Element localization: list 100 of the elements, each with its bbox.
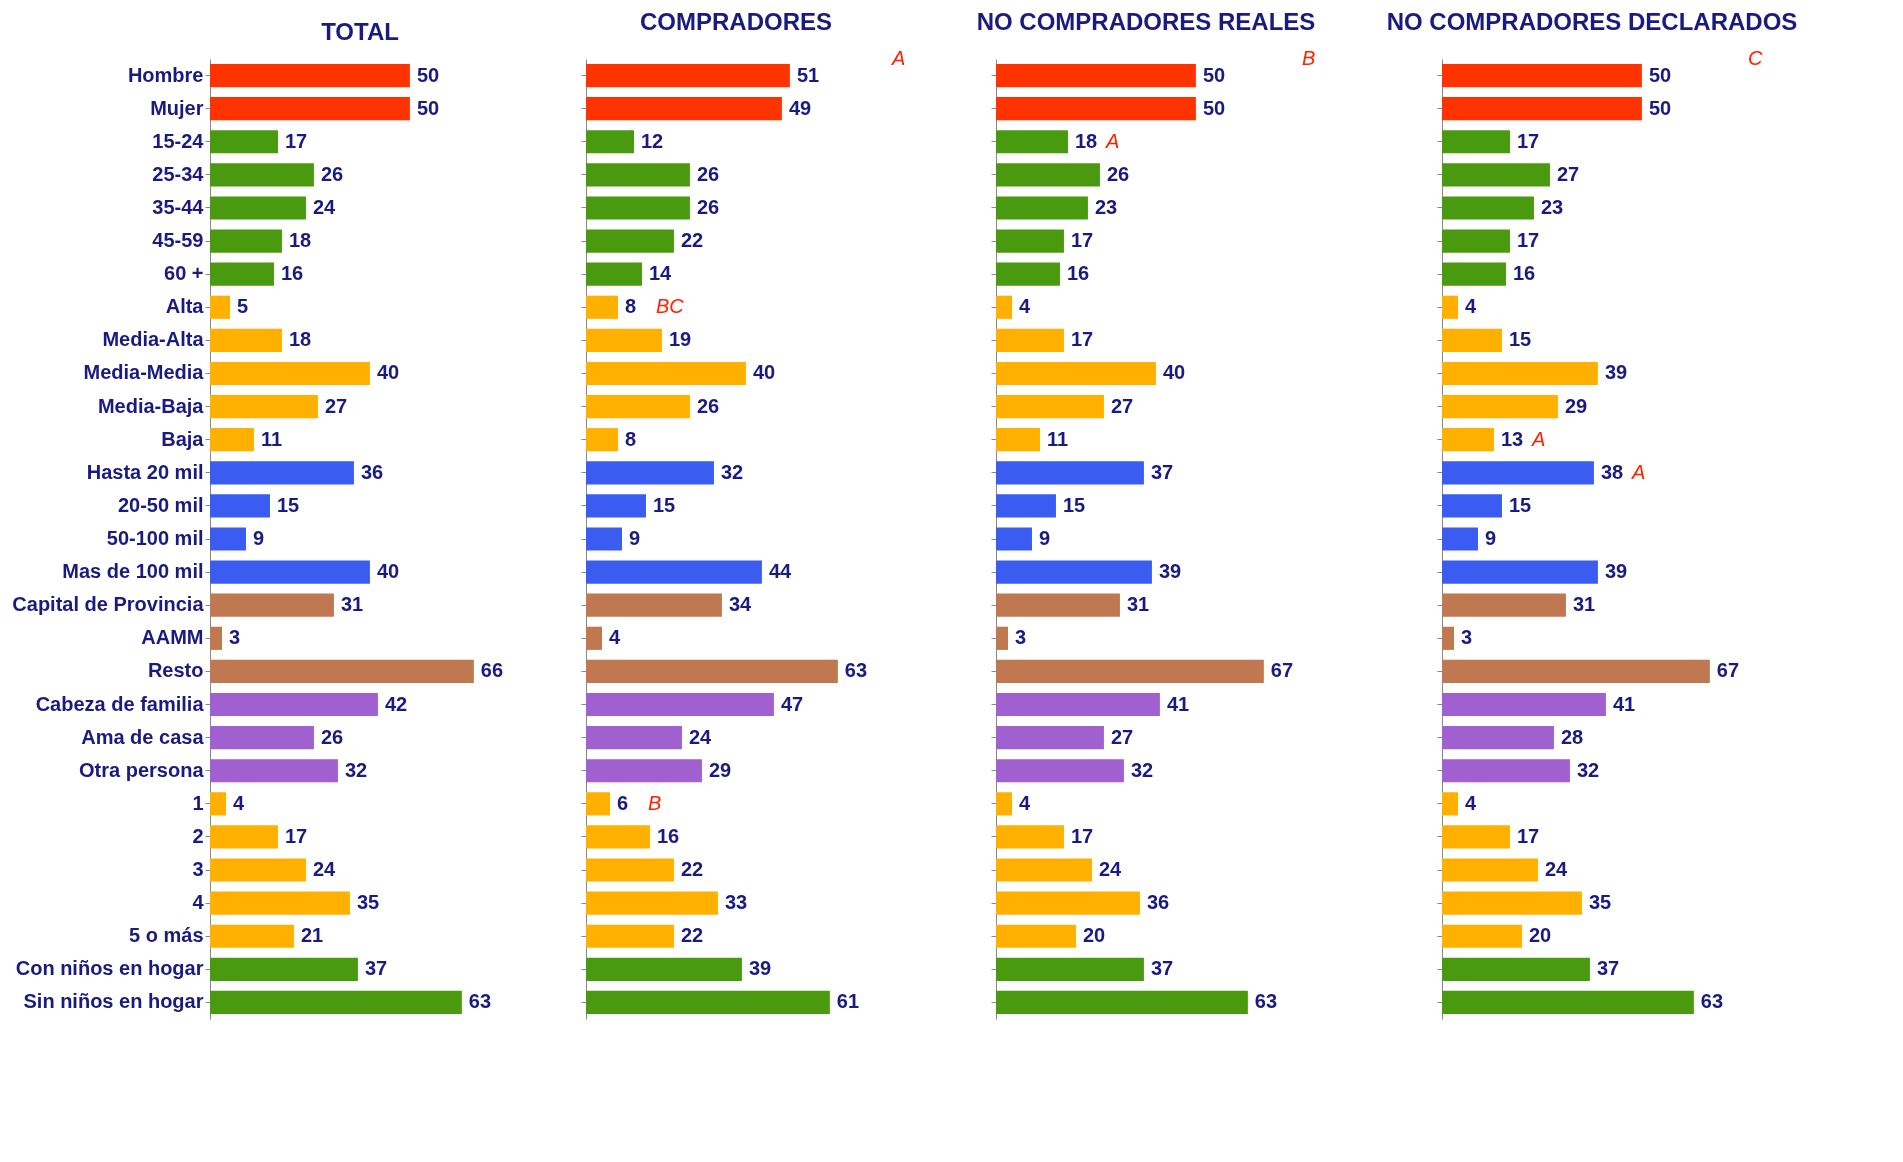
- y-tick-label: Otra persona: [79, 758, 205, 781]
- bar: [996, 891, 1140, 915]
- bar: [210, 494, 270, 518]
- data-label: 3: [228, 626, 241, 649]
- data-label: 24: [688, 725, 713, 748]
- data-label: 17: [1070, 229, 1094, 252]
- bar: [996, 759, 1124, 783]
- bar: [586, 825, 650, 849]
- data-label: 29: [708, 758, 732, 781]
- bar: [210, 97, 410, 121]
- y-tick-label: 15-24: [152, 129, 205, 152]
- bar: [1442, 428, 1494, 452]
- data-label: 50: [416, 96, 440, 119]
- data-label: 31: [1126, 593, 1150, 616]
- bar: [1442, 328, 1502, 352]
- bar: [996, 858, 1092, 882]
- annotation: A: [1104, 129, 1120, 152]
- bar: [210, 130, 278, 154]
- y-tick-label: 5 o más: [129, 924, 204, 947]
- bar: [210, 659, 474, 683]
- bar: [1442, 361, 1598, 386]
- data-label: 23: [1540, 195, 1564, 218]
- bar: [586, 97, 782, 121]
- bar: [210, 792, 226, 816]
- y-tick-label: 45-59: [152, 229, 204, 252]
- data-label: 50: [416, 63, 440, 86]
- data-label: 26: [320, 725, 344, 748]
- data-label: 31: [340, 593, 364, 616]
- data-label: 61: [836, 990, 860, 1013]
- bar: [1442, 593, 1566, 617]
- bar: [996, 229, 1064, 253]
- bar: [1442, 560, 1598, 584]
- data-label: 27: [1110, 725, 1134, 748]
- y-tick-label: Hombre: [127, 63, 204, 86]
- data-label: 8: [624, 295, 637, 318]
- data-label: 41: [1166, 692, 1190, 715]
- y-tick-label: Media-Baja: [97, 394, 205, 417]
- data-label: 11: [260, 427, 283, 450]
- bar: [996, 990, 1248, 1015]
- data-label: 39: [1604, 361, 1628, 384]
- data-label: 15: [1062, 493, 1086, 516]
- data-label: 9: [1038, 527, 1051, 549]
- data-label: 16: [280, 262, 304, 285]
- data-label: 36: [360, 460, 384, 483]
- data-label: 44: [768, 560, 793, 583]
- bar: [586, 659, 838, 683]
- data-label: 63: [1700, 990, 1724, 1013]
- data-label: 41: [1612, 692, 1636, 715]
- data-label: 50: [1648, 63, 1672, 86]
- y-tick-label: 25-34: [152, 162, 205, 185]
- y-tick-label: Alta: [165, 295, 205, 318]
- y-tick-label: Resto: [147, 659, 204, 682]
- data-label: 50: [1648, 96, 1672, 119]
- bar: [210, 825, 278, 849]
- data-label: 26: [1106, 162, 1130, 185]
- data-label: 24: [1544, 858, 1569, 881]
- bar: [210, 924, 294, 948]
- bar: [1442, 395, 1558, 419]
- data-label: 16: [1066, 262, 1090, 285]
- data-label: 40: [376, 361, 400, 384]
- y-tick-label: 60 +: [164, 262, 204, 285]
- data-label: 12: [640, 129, 664, 152]
- data-label: 26: [696, 162, 720, 185]
- bar: [210, 858, 306, 882]
- data-label: 50: [1202, 96, 1226, 119]
- data-label: 18: [288, 328, 312, 351]
- data-label: 67: [1716, 659, 1740, 682]
- text: C: [1748, 47, 1763, 69]
- chart-title: NO COMPRADORES REALES: [976, 8, 1316, 35]
- bar: [210, 428, 254, 452]
- y-tick-label: Media-Media: [83, 361, 205, 384]
- data-label: 32: [344, 758, 368, 781]
- bar: [1442, 792, 1458, 816]
- bar: [586, 130, 634, 154]
- data-label: 5: [236, 295, 249, 318]
- data-label: 35: [1588, 891, 1612, 914]
- data-label: 24: [312, 858, 337, 881]
- bar: [996, 494, 1056, 518]
- bar: [1442, 295, 1458, 319]
- data-label: 24: [1098, 858, 1123, 881]
- data-label: 27: [1110, 394, 1134, 417]
- bar: [1442, 196, 1534, 220]
- data-label: 22: [680, 924, 704, 947]
- bar: [996, 97, 1196, 121]
- y-tick-label: 3: [192, 858, 204, 881]
- bar: [210, 63, 410, 88]
- bar: [210, 361, 370, 386]
- bar: [210, 395, 318, 419]
- data-label: 32: [720, 460, 744, 483]
- bar: [1442, 692, 1606, 717]
- bar: [210, 891, 350, 915]
- y-tick-label: Mas de 100 mil: [62, 560, 204, 583]
- bar: [996, 560, 1152, 584]
- data-label: 47: [780, 692, 804, 715]
- data-label: 37: [364, 957, 388, 980]
- y-tick-label: Ama de casa: [81, 725, 205, 748]
- bar: [996, 295, 1012, 319]
- data-label: 20: [1528, 924, 1552, 947]
- data-label: 17: [1516, 824, 1540, 847]
- data-label: 63: [844, 659, 868, 682]
